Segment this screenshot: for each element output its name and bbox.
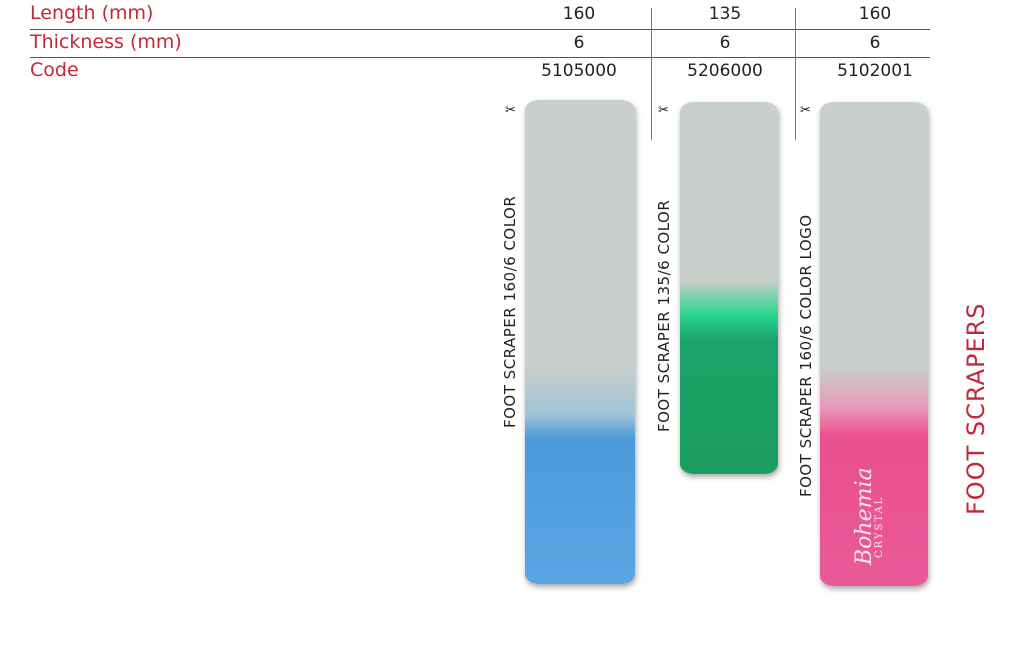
table-rule-2 — [30, 57, 930, 58]
logo-sub: CRYSTAL — [874, 495, 885, 558]
brand-mark-icon: ✂ — [658, 103, 669, 118]
foot-scraper-green — [680, 102, 778, 474]
thickness-label: Thickness (mm) — [30, 31, 182, 53]
code-value-2: 5206000 — [687, 61, 763, 81]
foot-scraper-pink — [820, 102, 928, 586]
foot-scraper-blue — [525, 100, 635, 584]
thickness-value-1: 6 — [573, 33, 585, 53]
product-name-1: FOOT SCRAPER 160/6 COLOR — [501, 195, 519, 428]
length-value-2: 135 — [708, 4, 742, 24]
thickness-value-3: 6 — [869, 33, 881, 53]
brand-mark-icon: ✂ — [505, 103, 516, 118]
code-value-1: 5105000 — [541, 61, 617, 81]
length-value-1: 160 — [562, 4, 596, 24]
code-label: Code — [30, 59, 79, 81]
product-name-2: FOOT SCRAPER 135/6 COLOR — [655, 199, 673, 432]
section-title: FOOT SCRAPERS — [962, 302, 990, 515]
length-label: Length (mm) — [30, 2, 154, 24]
column-divider-2 — [795, 8, 796, 140]
table-rule-1 — [30, 29, 930, 30]
column-divider-1 — [651, 8, 652, 140]
brand-mark-icon: ✂ — [800, 103, 811, 118]
code-value-3: 5102001 — [837, 61, 913, 81]
thickness-value-2: 6 — [719, 33, 731, 53]
product-name-3: FOOT SCRAPER 160/6 COLOR LOGO — [797, 214, 815, 497]
length-value-3: 160 — [858, 4, 892, 24]
